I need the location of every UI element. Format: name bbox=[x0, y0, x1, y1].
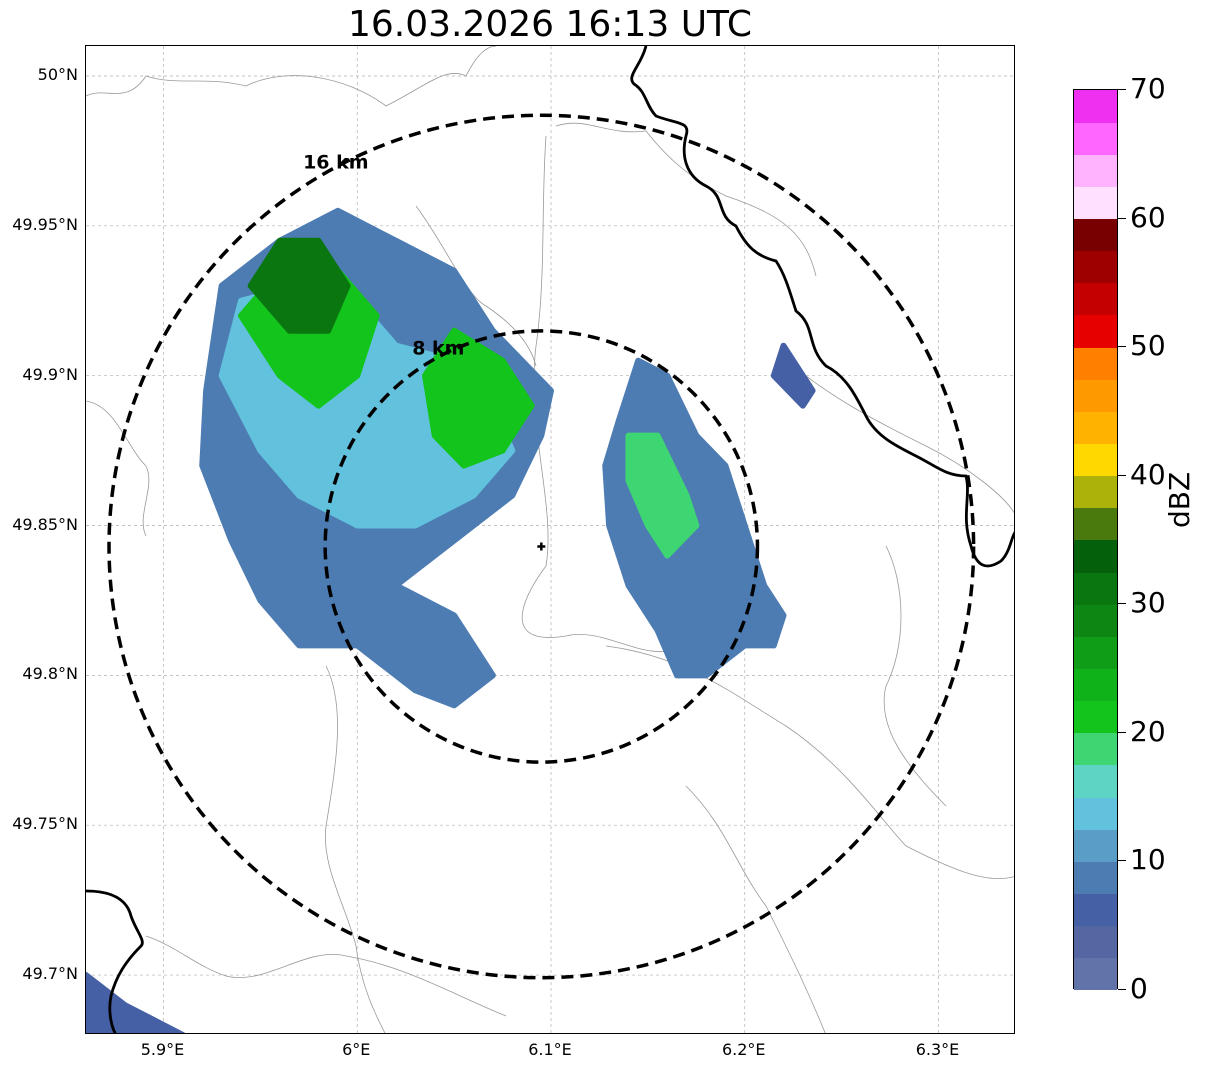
minor-boundary bbox=[805, 375, 1014, 514]
east-cell-core bbox=[625, 432, 700, 559]
minor-boundary bbox=[521, 135, 687, 652]
colorbar-segment bbox=[1074, 765, 1117, 798]
colorbar-segment bbox=[1074, 925, 1117, 959]
colorbar-tick bbox=[1118, 346, 1126, 348]
lon-tick-label: 5.9°E bbox=[140, 1040, 185, 1059]
colorbar-tick-label: 40 bbox=[1130, 457, 1166, 491]
colorbar-segment bbox=[1074, 347, 1117, 380]
colorbar-tick-label: 70 bbox=[1130, 72, 1166, 105]
colorbar-segment bbox=[1074, 572, 1117, 605]
lat-tick-label: 49.8°N bbox=[22, 664, 78, 684]
colorbar-segment bbox=[1074, 636, 1117, 670]
map-title: 16.03.2026 16:13 UTC bbox=[347, 4, 753, 45]
colorbar-tick bbox=[1118, 603, 1126, 605]
minor-boundary bbox=[324, 665, 386, 1033]
colorbar-segment bbox=[1074, 829, 1117, 862]
lat-tick-label: 49.95°N bbox=[12, 214, 78, 234]
colorbar-tick-label: 30 bbox=[1130, 586, 1166, 620]
colorbar-segment bbox=[1074, 411, 1117, 445]
colorbar-segment bbox=[1074, 475, 1117, 509]
minor-boundary bbox=[883, 545, 947, 807]
lat-tick-label: 49.9°N bbox=[22, 364, 78, 384]
west-cell-core-c bbox=[422, 327, 535, 469]
colorbar-segment bbox=[1074, 893, 1117, 927]
colorbar-tick bbox=[1118, 217, 1126, 219]
radar-site-marker bbox=[537, 542, 546, 551]
colorbar-segment bbox=[1074, 957, 1117, 991]
colorbar-segment bbox=[1074, 90, 1117, 123]
colorbar-segment bbox=[1074, 315, 1117, 348]
radar-map-canvas: 8 km 16 km bbox=[86, 46, 1014, 1033]
country-borders bbox=[86, 46, 1014, 1033]
minor-boundary bbox=[86, 400, 150, 537]
colorbar-segment bbox=[1074, 732, 1117, 766]
colorbar-segment bbox=[1074, 700, 1117, 734]
dbz-colorbar bbox=[1073, 89, 1118, 991]
colorbar-tick-label: 0 bbox=[1130, 972, 1148, 1005]
colorbar-segment bbox=[1074, 186, 1117, 220]
colorbar-segment bbox=[1074, 154, 1117, 187]
minor-boundary bbox=[415, 205, 537, 367]
colorbar-segment bbox=[1074, 797, 1117, 830]
lat-tick-label: 49.85°N bbox=[12, 514, 78, 534]
colorbar-tick-label: 10 bbox=[1130, 843, 1166, 877]
country-border bbox=[630, 46, 1014, 568]
minor-boundary bbox=[685, 785, 826, 1033]
colorbar-segment bbox=[1074, 218, 1117, 252]
range-ring bbox=[323, 329, 760, 764]
ne-cell bbox=[770, 342, 816, 409]
minor-boundary bbox=[555, 122, 817, 277]
colorbar-tick bbox=[1118, 989, 1126, 990]
sw-cell bbox=[86, 972, 186, 1033]
lon-tick-label: 6.1°E bbox=[528, 1040, 572, 1059]
lat-tick-label: 49.75°N bbox=[12, 814, 78, 834]
colorbar-tick bbox=[1118, 731, 1126, 733]
country-border bbox=[86, 889, 144, 1033]
colorbar-tick-label: 60 bbox=[1130, 200, 1166, 234]
lat-tick-label: 49.7°N bbox=[22, 964, 78, 984]
administrative-boundaries bbox=[86, 46, 1014, 1033]
colorbar-segment bbox=[1074, 668, 1117, 702]
range-ring-label: 8 km bbox=[412, 337, 464, 359]
colorbar-segment bbox=[1074, 507, 1117, 541]
radar-site-marker bbox=[537, 542, 546, 551]
colorbar-tick bbox=[1118, 860, 1126, 862]
minor-boundary bbox=[86, 46, 497, 107]
colorbar-tick-label: 20 bbox=[1130, 714, 1166, 748]
lon-tick-label: 6.3°E bbox=[915, 1040, 960, 1059]
colorbar-segment bbox=[1074, 282, 1117, 316]
colorbar-unit-label: dBZ bbox=[1163, 471, 1196, 528]
minor-boundary bbox=[145, 935, 507, 1017]
west-cell-core-d bbox=[247, 237, 351, 334]
colorbar-tick-label: 50 bbox=[1130, 329, 1166, 363]
colorbar-segment bbox=[1074, 250, 1117, 284]
colorbar-segment bbox=[1074, 443, 1117, 477]
colorbar-segment bbox=[1074, 122, 1117, 155]
lon-tick-label: 6.2°E bbox=[721, 1040, 766, 1059]
lon-tick-label: 6°E bbox=[342, 1040, 371, 1059]
colorbar-tick bbox=[1118, 89, 1126, 90]
radar-map[interactable]: 8 km 16 km bbox=[85, 45, 1015, 1034]
colorbar-segment bbox=[1074, 540, 1117, 573]
colorbar-segment bbox=[1074, 861, 1117, 895]
range-ring-label: 16 km bbox=[303, 151, 369, 173]
colorbar-segment bbox=[1074, 604, 1117, 637]
colorbar-segment bbox=[1074, 379, 1117, 412]
colorbar-tick bbox=[1118, 474, 1126, 476]
lat-tick-label: 50°N bbox=[37, 64, 78, 84]
map-gridlines bbox=[86, 46, 1014, 1033]
reflectivity-echoes bbox=[86, 207, 816, 1033]
